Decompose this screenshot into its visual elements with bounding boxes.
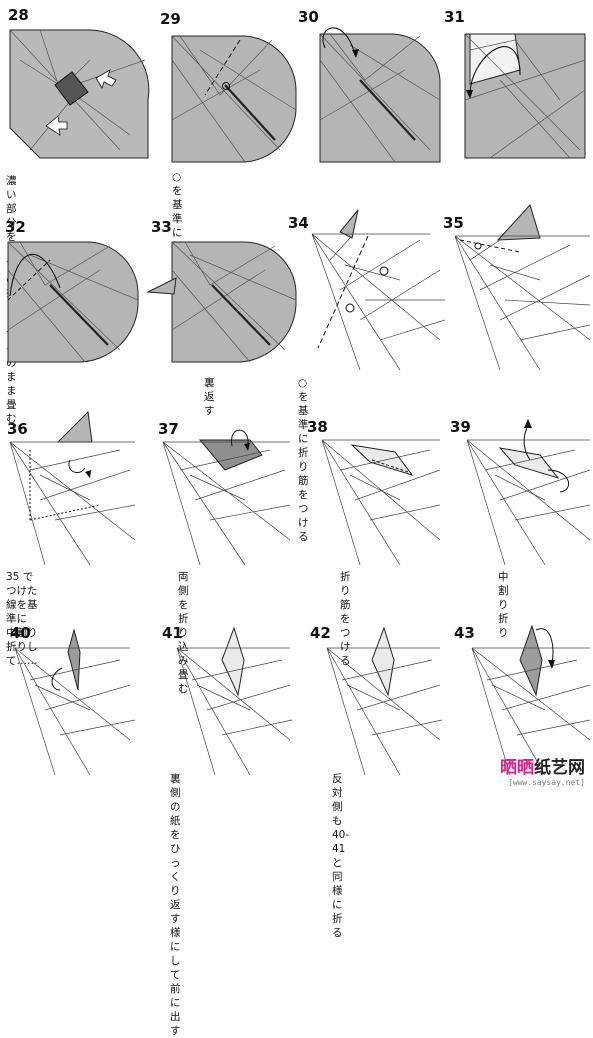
step-31-diagram (464, 33, 586, 159)
step-37-diagram (162, 429, 291, 566)
step-caption: 両側を折り込み畳む (178, 571, 189, 695)
step-number: 31 (444, 8, 465, 26)
step-32-diagram (7, 241, 139, 363)
step-34-diagram (311, 209, 446, 371)
logo-title: 晒晒纸艺网 (500, 753, 585, 778)
step-number: 32 (5, 218, 26, 236)
step-number: 33 (151, 218, 172, 236)
step-number: 37 (158, 420, 179, 438)
step-number: 42 (310, 624, 331, 642)
step-number: 36 (7, 420, 28, 438)
step-28-diagram (9, 29, 150, 159)
step-number: 43 (454, 624, 475, 642)
step-caption: 35 でつけた線を基準に 中割り折りして…… (6, 571, 38, 667)
step-35-diagram (454, 204, 591, 371)
step-number: 28 (8, 6, 29, 24)
step-number: 39 (450, 418, 471, 436)
step-number: 35 (443, 214, 464, 232)
step-number: 34 (288, 214, 309, 232)
step-36-diagram (9, 410, 136, 566)
step-30-diagram (319, 27, 441, 163)
logo-title-part1: 晒晒 (500, 758, 534, 778)
site-logo: 晒晒纸艺网 [www.saysay.net] (500, 753, 585, 787)
step-33-diagram (146, 241, 297, 363)
step-43-diagram (471, 624, 591, 776)
step-caption: 裏返す (204, 377, 215, 417)
step-38-diagram (321, 439, 441, 566)
step-caption: ○を基準に折り筋をつける (298, 377, 309, 543)
step-42-diagram (326, 626, 443, 776)
step-caption: 中割り折り (498, 571, 509, 639)
step-29-diagram (171, 35, 297, 163)
logo-url: [www.saysay.net] (507, 778, 585, 787)
step-number: 29 (160, 10, 181, 28)
step-number: 30 (298, 8, 319, 26)
step-caption: 折り筋をつける (340, 571, 351, 667)
step-number: 40 (10, 624, 31, 642)
logo-title-part2: 纸艺网 (534, 758, 585, 778)
step-caption: 裏側の紙をひっくり返す 様にして前に出す (170, 773, 181, 1037)
step-39-diagram (466, 419, 591, 566)
step-number: 38 (307, 418, 328, 436)
step-number: 41 (162, 624, 183, 642)
step-41-diagram (176, 626, 293, 776)
step-40-diagram (14, 628, 136, 776)
step-caption: 反対側も 40-41 と同様に折る (332, 773, 350, 939)
